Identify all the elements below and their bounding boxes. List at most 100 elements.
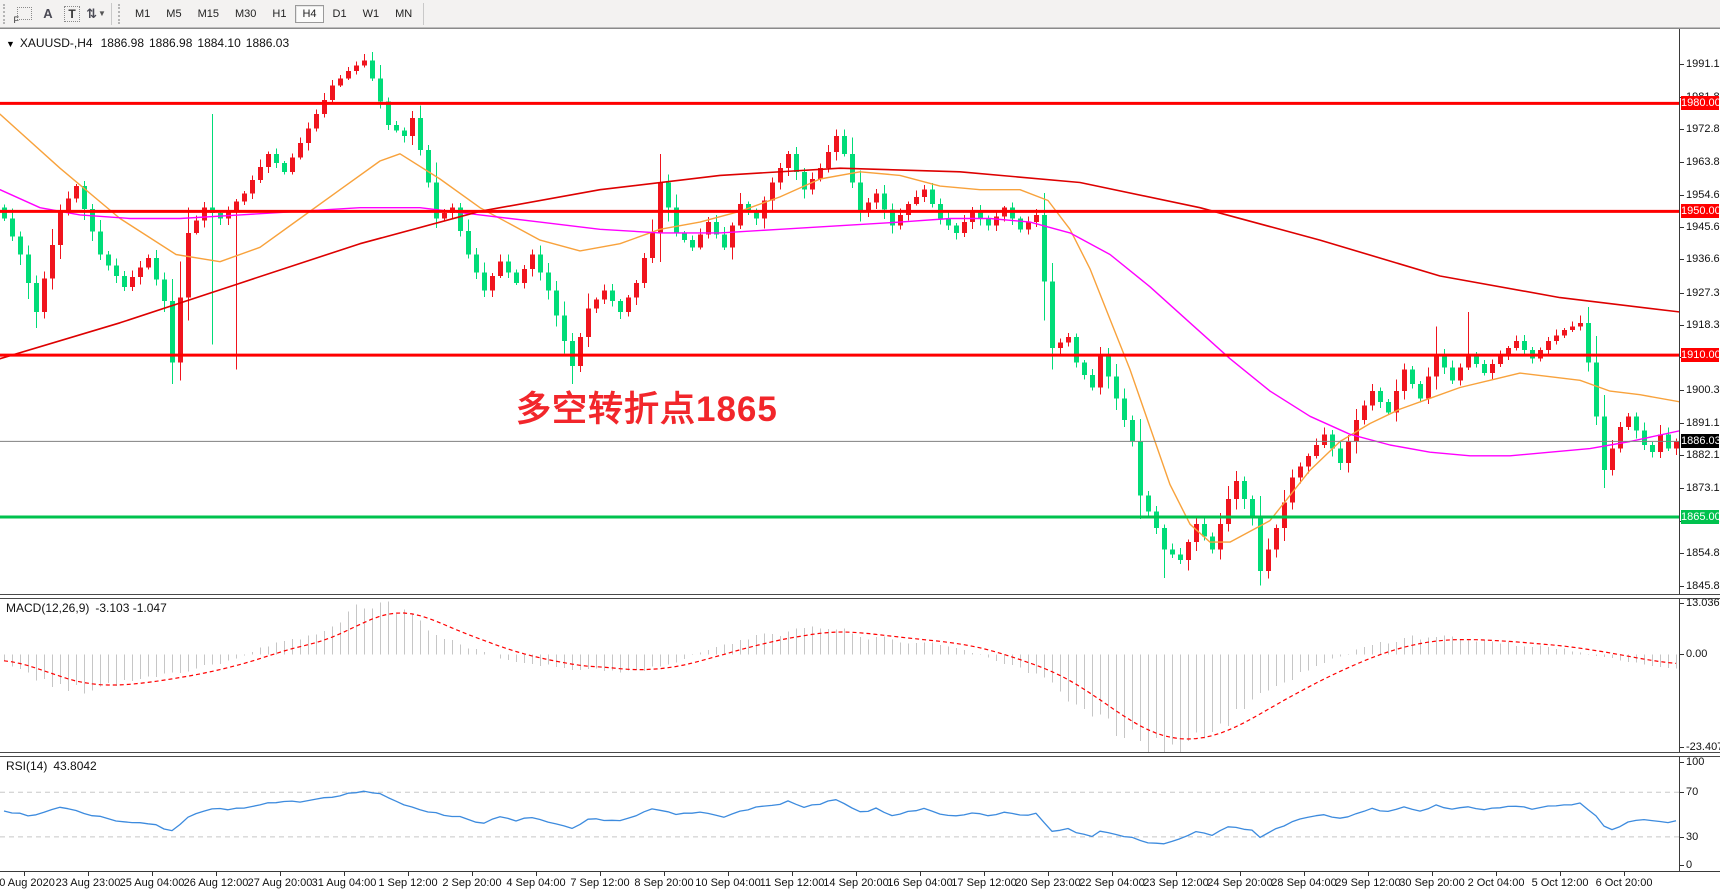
timeframe-button-mn[interactable]: MN bbox=[395, 7, 413, 20]
candle-body bbox=[298, 142, 303, 158]
candlestick bbox=[1074, 333, 1079, 368]
candle-body bbox=[1418, 383, 1423, 399]
candle-body bbox=[290, 157, 295, 172]
candle-body bbox=[250, 180, 255, 194]
time-axis-tick-mark bbox=[664, 872, 665, 876]
candlestick bbox=[26, 245, 31, 299]
candlestick bbox=[1010, 202, 1015, 226]
candlestick bbox=[50, 228, 55, 290]
candle-body bbox=[586, 308, 591, 338]
candlestick bbox=[1194, 517, 1199, 552]
candle-body bbox=[962, 222, 967, 233]
candle-body bbox=[458, 207, 463, 232]
candlestick bbox=[458, 203, 463, 237]
timeframe-button-m1[interactable]: M1 bbox=[135, 7, 151, 20]
candlestick bbox=[74, 184, 79, 203]
candlestick bbox=[330, 80, 335, 103]
candle-body bbox=[658, 182, 663, 233]
candlestick bbox=[1274, 524, 1279, 558]
time-axis-label: 8 Sep 20:00 bbox=[634, 877, 694, 889]
time-axis-label: 16 Sep 04:00 bbox=[887, 877, 953, 889]
macd-axis[interactable]: 13.036 0.00 -23.407 bbox=[1680, 597, 1720, 753]
price-chart-canvas[interactable] bbox=[0, 29, 1680, 595]
candlestick bbox=[1586, 307, 1591, 372]
candlestick bbox=[1218, 513, 1223, 560]
candle-body bbox=[170, 301, 175, 363]
candlestick bbox=[1466, 312, 1471, 371]
timeframe-button-m5[interactable]: M5 bbox=[166, 7, 182, 20]
time-axis-label: 14 Sep 20:00 bbox=[823, 877, 889, 889]
candle-body bbox=[114, 265, 119, 277]
dropdown-caret-icon: ▼ bbox=[97, 9, 106, 18]
candlestick bbox=[1578, 315, 1583, 331]
rsi-axis[interactable]: 100 70 30 0 bbox=[1680, 756, 1720, 871]
time-axis-tick-mark bbox=[280, 872, 281, 876]
candle-body bbox=[570, 340, 575, 366]
candle-body bbox=[1362, 405, 1367, 420]
ma-red-line[interactable] bbox=[0, 167, 1680, 360]
panel-splitter[interactable] bbox=[0, 752, 1720, 757]
timeframe-button-h4[interactable]: H4 bbox=[295, 4, 324, 23]
candle-body bbox=[538, 254, 543, 273]
time-axis-tick-mark bbox=[1048, 872, 1049, 876]
timeframe-button-w1[interactable]: W1 bbox=[362, 7, 380, 20]
rsi-chart-canvas[interactable] bbox=[0, 757, 1680, 871]
candlestick bbox=[1434, 326, 1439, 390]
chart-frame-f-icon[interactable]: F bbox=[12, 3, 36, 25]
macd-axis-tick: 13.036 bbox=[1686, 597, 1720, 609]
ma-magenta-line[interactable] bbox=[0, 188, 1680, 457]
price-axis-tick: 1936.60 bbox=[1686, 253, 1720, 265]
timeframe-button-m30[interactable]: M30 bbox=[234, 7, 257, 20]
toolbar-grip[interactable] bbox=[3, 3, 8, 24]
candle-body bbox=[946, 218, 951, 226]
symbol-header: ▼ XAUUSD-,H4 1886.98 1886.98 1884.10 1886.03 bbox=[6, 36, 294, 50]
candle-body bbox=[1394, 391, 1399, 413]
candlestick bbox=[210, 114, 215, 345]
toolbar-grip[interactable] bbox=[118, 3, 123, 24]
candlestick bbox=[578, 333, 583, 373]
candle-body bbox=[1402, 369, 1407, 392]
candlestick bbox=[1610, 440, 1615, 476]
candlestick bbox=[1058, 338, 1063, 355]
candle-body bbox=[506, 261, 511, 273]
time-axis-label: 11 Sep 12:00 bbox=[759, 877, 825, 889]
price-tag-1950.00: 1950.00 bbox=[1681, 204, 1720, 218]
macd-chart-canvas[interactable] bbox=[0, 599, 1680, 752]
candlestick bbox=[834, 129, 839, 161]
candlestick bbox=[1042, 192, 1047, 321]
main-chart-panel: ▼ XAUUSD-,H4 1886.98 1886.98 1884.10 1886.03 … bbox=[0, 28, 1720, 595]
time-axis-label: 20 Aug 2020 bbox=[0, 877, 55, 889]
price-axis[interactable]: 1991.101981.851972.851963.851954.601945.… bbox=[1680, 29, 1720, 595]
chart-annotation[interactable]: 多空转折点1865 bbox=[516, 390, 778, 429]
candlestick bbox=[786, 150, 791, 176]
text-t-icon[interactable]: T bbox=[60, 3, 84, 25]
cursor-arrows-icon[interactable]: ⇅ ▼ bbox=[84, 3, 108, 25]
time-axis-tick-mark bbox=[856, 872, 857, 876]
candlestick bbox=[314, 109, 319, 132]
text-label-a-icon[interactable]: A bbox=[43, 6, 53, 21]
candle-body bbox=[1346, 441, 1351, 464]
candlestick bbox=[858, 170, 863, 222]
candle-body bbox=[434, 182, 439, 219]
time-axis-label: 1 Sep 12:00 bbox=[378, 877, 438, 889]
candlestick bbox=[778, 162, 783, 190]
collapse-chart-icon[interactable]: ▼ bbox=[6, 39, 15, 49]
timeframe-button-d1[interactable]: D1 bbox=[332, 7, 347, 20]
candle-body bbox=[1122, 398, 1127, 420]
candle-body bbox=[1290, 477, 1295, 503]
candle-body bbox=[554, 290, 559, 316]
candlestick bbox=[498, 254, 503, 279]
panel-splitter[interactable] bbox=[0, 594, 1720, 599]
candlestick bbox=[146, 254, 151, 270]
candlestick bbox=[1498, 350, 1503, 367]
ma-orange-line[interactable] bbox=[0, 113, 1680, 543]
candlestick bbox=[346, 66, 351, 81]
arrows-glyph: ⇅ bbox=[86, 5, 97, 21]
candlestick bbox=[434, 162, 439, 228]
timeframe-button-m15[interactable]: M15 bbox=[197, 7, 219, 20]
candlestick bbox=[890, 203, 895, 234]
candle-body bbox=[690, 240, 695, 248]
timeframe-button-h1[interactable]: H1 bbox=[272, 7, 287, 20]
